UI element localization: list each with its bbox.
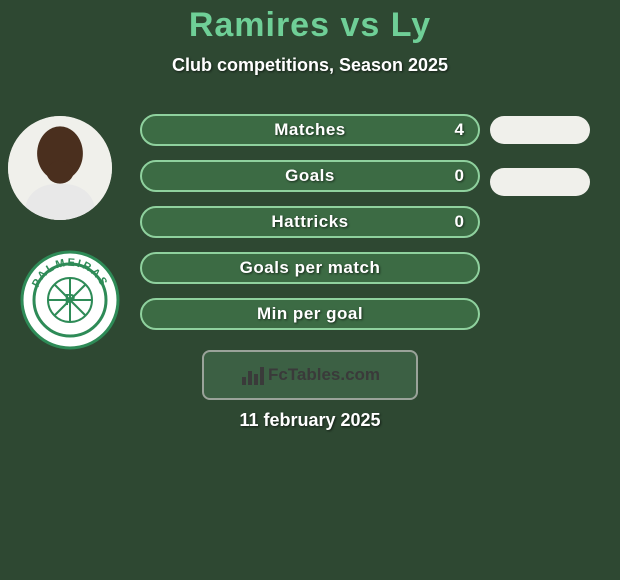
subtitle: Club competitions, Season 2025 xyxy=(0,55,620,76)
stat-bars: Matches 4 Goals 0 Hattricks 0 Goals per … xyxy=(140,114,480,344)
date-text: 11 february 2025 xyxy=(0,410,620,431)
svg-text:P: P xyxy=(65,292,76,309)
source-logo-box: FcTables.com xyxy=(202,350,418,400)
source-logo-text: FcTables.com xyxy=(268,365,380,385)
title-player2: Ly xyxy=(391,6,431,44)
player1-avatar xyxy=(8,116,112,220)
comparison-card: Ramires vs Ly Club competitions, Season … xyxy=(0,0,620,580)
stat-label: Hattricks xyxy=(271,212,348,232)
title-player1: Ramires xyxy=(189,6,330,44)
title: Ramires vs Ly xyxy=(0,0,620,45)
player2-pill-matches xyxy=(490,116,590,144)
bar-chart-icon xyxy=(240,363,264,387)
stat-bar-min-per-goal: Min per goal xyxy=(140,298,480,330)
stat-label: Matches xyxy=(274,120,346,140)
title-vs: vs xyxy=(340,6,380,44)
stat-value: 4 xyxy=(455,120,464,140)
source-logo: FcTables.com xyxy=(240,363,380,387)
stat-bar-matches: Matches 4 xyxy=(140,114,480,146)
player2-pill-goals xyxy=(490,168,590,196)
club-badge: PALMEIRAS P xyxy=(20,250,120,350)
stat-label: Goals xyxy=(285,166,335,186)
stat-bar-goals: Goals 0 xyxy=(140,160,480,192)
stat-label: Min per goal xyxy=(257,304,363,324)
stat-bar-goals-per-match: Goals per match xyxy=(140,252,480,284)
stat-value: 0 xyxy=(455,212,464,232)
stat-label: Goals per match xyxy=(240,258,381,278)
stat-bar-hattricks: Hattricks 0 xyxy=(140,206,480,238)
stat-value: 0 xyxy=(455,166,464,186)
